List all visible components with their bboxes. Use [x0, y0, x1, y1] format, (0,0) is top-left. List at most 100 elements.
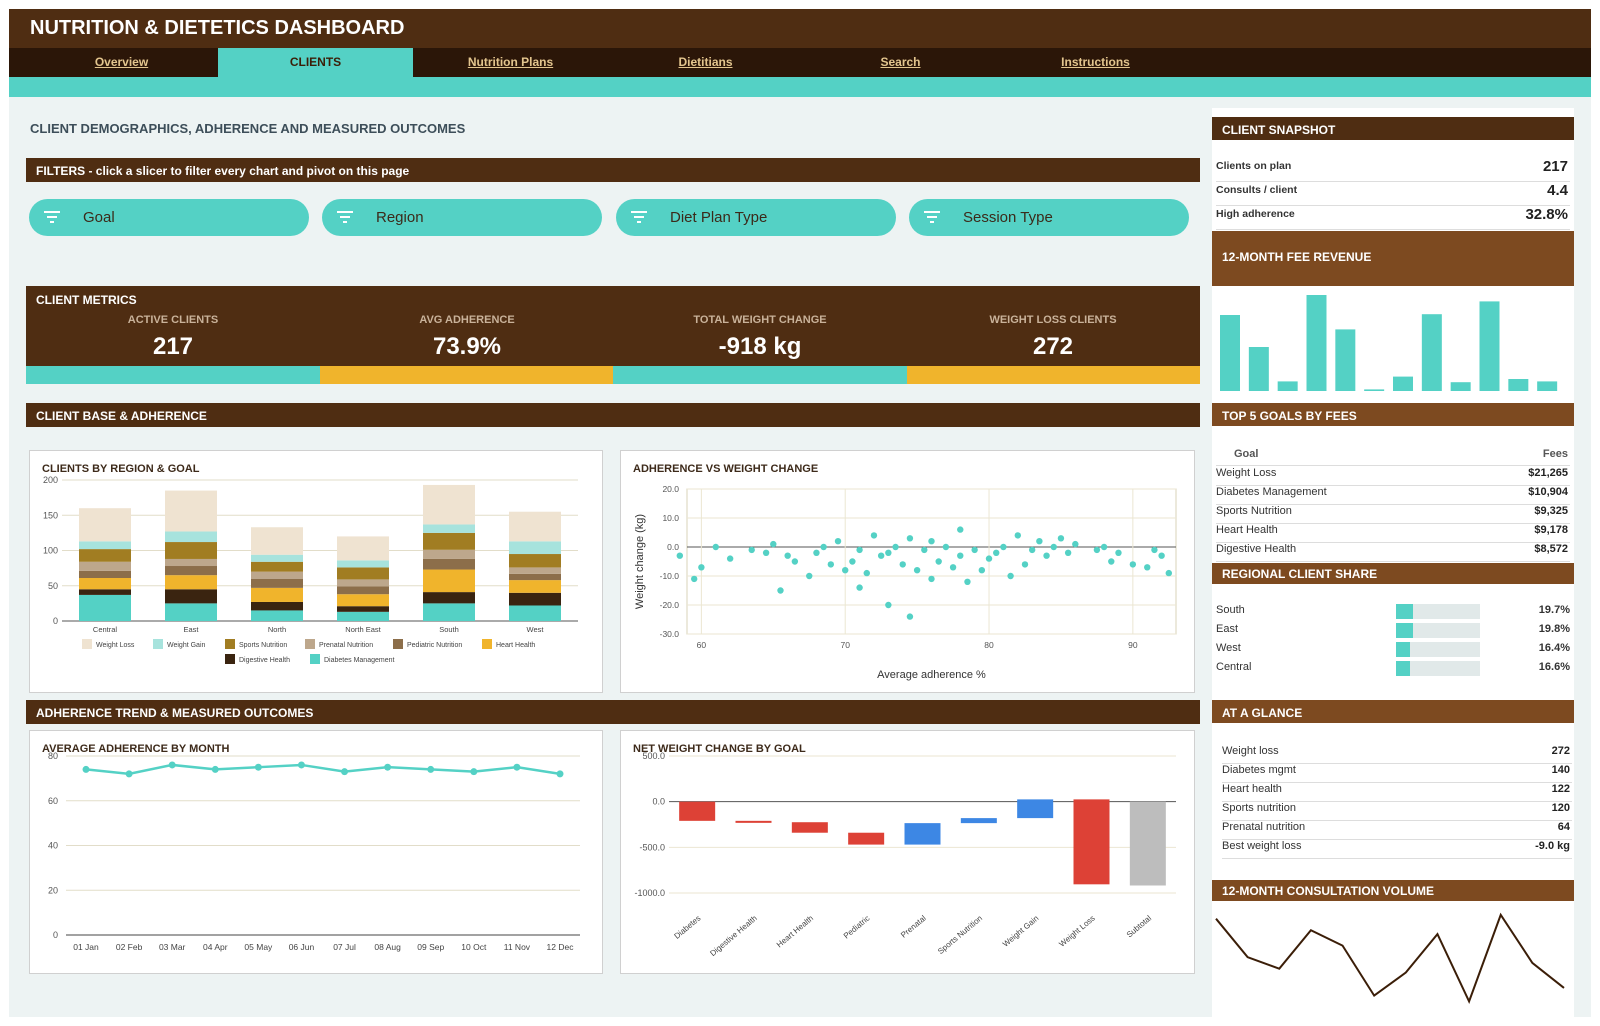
bar-segment	[509, 592, 561, 606]
app-title: NUTRITION & DIETETICS DASHBOARD	[9, 9, 1591, 48]
goal-fees: $21,265	[1528, 467, 1568, 479]
snapshot-header: CLIENT SNAPSHOT	[1212, 117, 1574, 140]
region-share-fill	[1396, 623, 1413, 638]
plot-area	[686, 488, 1177, 635]
slicer-region[interactable]: Region	[322, 199, 602, 236]
legend-swatch	[225, 654, 235, 664]
tab-dietitians[interactable]: Dietitians	[678, 55, 733, 69]
client-metrics-header: CLIENT METRICS	[36, 293, 137, 307]
x-axis-label: Average adherence %	[877, 669, 986, 681]
glance-row: Diabetes mgmt 140	[1222, 764, 1572, 783]
scatter-point	[957, 526, 964, 533]
metric-color-strip	[26, 366, 1200, 384]
scatter-point	[942, 543, 950, 551]
goal-name: Digestive Health	[1216, 543, 1297, 555]
tab-search[interactable]: Search	[880, 55, 921, 69]
x-tick-label: 60	[697, 640, 707, 650]
scatter-point	[813, 549, 820, 556]
goal-fees: $9,178	[1534, 524, 1568, 536]
clients-by-region-title: CLIENTS BY REGION & GOAL	[42, 463, 200, 475]
tab-clients[interactable]: CLIENTS	[218, 48, 413, 77]
scatter-point	[770, 540, 777, 548]
scatter-point	[856, 584, 863, 591]
bar-segment	[165, 589, 217, 604]
tab-nutrition-plans[interactable]: Nutrition Plans	[467, 55, 554, 69]
adherence-trend-title: AVERAGE ADHERENCE BY MONTH	[42, 743, 230, 755]
slicer-diet-plan-type[interactable]: Diet Plan Type	[616, 199, 896, 236]
scatter-point	[1072, 540, 1079, 548]
y-tick-label: 80	[48, 751, 58, 761]
scatter-point	[906, 613, 914, 620]
scatter-point	[885, 601, 892, 609]
glance-label: Best weight loss	[1222, 840, 1302, 852]
glance-row: Weight loss 272	[1222, 745, 1572, 764]
tab-instructions[interactable]: Instructions	[1061, 55, 1130, 69]
x-tick-label: 11 Nov	[504, 942, 531, 952]
scatter-point	[834, 538, 842, 545]
series-line	[85, 763, 561, 776]
snapshot-label: Consults / client	[1216, 184, 1298, 196]
scatter-point	[726, 555, 734, 562]
slicer-goal[interactable]: Goal	[29, 199, 309, 236]
bar-segment	[509, 554, 561, 568]
consult-volume-chart	[1215, 912, 1565, 1004]
legend-label: Heart Health	[496, 642, 535, 649]
scatter-point	[978, 567, 986, 574]
y-tick-label: 100	[43, 546, 58, 556]
x-tick-label: 04 Apr	[203, 942, 228, 952]
bar-segment	[337, 579, 389, 587]
x-tick-label: 10 Oct	[461, 942, 487, 952]
snapshot-table: Clients on plan 217 Consults / client 4.4 …	[1216, 150, 1572, 230]
y-tick-label: -500.0	[639, 842, 665, 852]
bar-segment	[79, 541, 131, 550]
slicer-session-type[interactable]: Session Type	[909, 199, 1189, 236]
goal-name: Sports Nutrition	[1216, 505, 1292, 517]
region-name: Central	[1216, 661, 1252, 673]
scatter-point	[913, 567, 921, 574]
scatter-point	[849, 558, 856, 565]
legend-label: Sports Nutrition	[239, 642, 287, 649]
col-fees: Fees	[1542, 448, 1568, 460]
fee-bar	[1537, 381, 1558, 391]
scatter-point	[1165, 569, 1173, 577]
scatter-point	[1108, 558, 1115, 565]
section-client-base: CLIENT BASE & ADHERENCE	[26, 403, 1200, 427]
line-point	[125, 770, 133, 778]
x-tick-label: West	[527, 625, 545, 634]
regional-share-header: REGIONAL CLIENT SHARE	[1212, 563, 1574, 584]
x-tick-label: 90	[1128, 640, 1138, 650]
filter-icon	[44, 211, 60, 223]
line-point	[82, 765, 90, 773]
bar-segment	[165, 575, 217, 590]
bar-segment	[509, 567, 561, 574]
line-point	[384, 763, 392, 771]
x-tick-label: 70	[840, 640, 850, 650]
scatter-point	[863, 569, 870, 577]
bar-segment	[251, 610, 303, 621]
bar-segment	[79, 508, 131, 542]
scatter-point	[892, 543, 899, 551]
tab-overview[interactable]: Overview	[94, 55, 149, 69]
snapshot-row: High adherence 32.8%	[1216, 206, 1570, 230]
x-tick-label: Weight Loss	[1057, 914, 1096, 949]
legend-label: Prenatal Nutrition	[319, 642, 373, 649]
legend-swatch	[305, 639, 315, 649]
scatter-point	[1021, 561, 1029, 568]
slicer-diet-plan-type-label: Diet Plan Type	[670, 209, 768, 226]
y-tick-label: 0	[53, 930, 58, 940]
bar-segment	[79, 594, 131, 621]
y-tick-label: 40	[48, 841, 58, 851]
adherence-trend-chart: 0 20 40 60 80 01 Jan 02 Feb 03 Mar 04 Apr 05 May 0…	[48, 751, 580, 952]
top-goals-table: Goal Fees Weight Loss $21,265 Diabetes Man…	[1216, 444, 1572, 564]
scatter-point	[1158, 552, 1165, 559]
glance-label: Prenatal nutrition	[1222, 821, 1306, 833]
scatter-point	[791, 558, 799, 565]
region-share-value: 16.6%	[1538, 661, 1570, 673]
x-tick-label: 06 Jun	[289, 942, 315, 952]
glance-row: Best weight loss -9.0 kg	[1222, 840, 1572, 859]
top-goal-row: Sports Nutrition $9,325	[1216, 505, 1570, 524]
bar-segment	[423, 484, 475, 525]
line-point	[168, 761, 176, 769]
metric-strip-3	[613, 366, 907, 384]
bar-segment	[509, 541, 561, 555]
